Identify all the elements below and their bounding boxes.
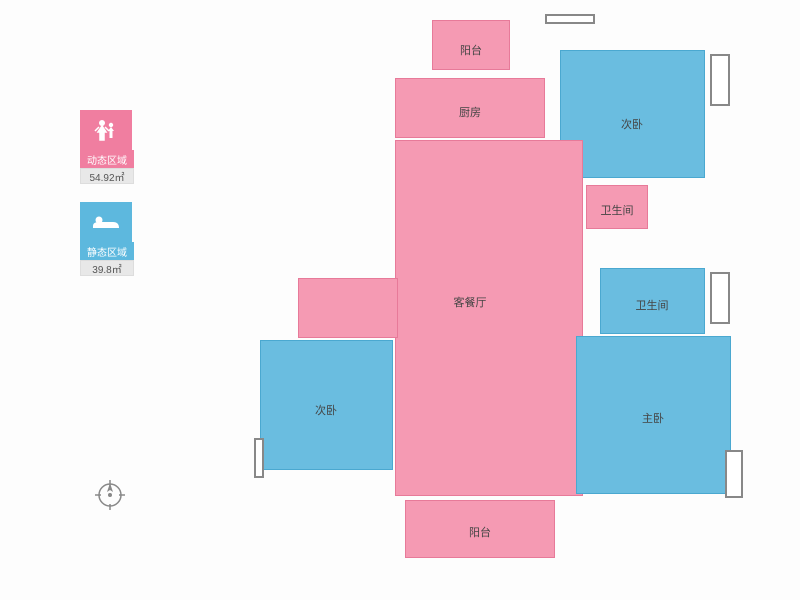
wall-outline-3 [254, 438, 264, 478]
floor-plan: 阳台厨房次卧卫生间客餐厅次卧卫生间主卧阳台 [260, 20, 760, 580]
compass-icon [95, 480, 125, 510]
legend-static-value: 39.8㎡ [80, 260, 134, 276]
room-living-left [298, 278, 398, 338]
room-label-bath-top: 卫生间 [601, 202, 634, 218]
room-label-balcony-bot: 阳台 [469, 524, 491, 540]
people-icon [80, 110, 132, 150]
wall-outline-2 [710, 272, 730, 324]
room-label-balcony-top: 阳台 [460, 42, 482, 58]
wall-outline-1 [710, 54, 730, 106]
sleep-icon [80, 202, 132, 242]
wall-outline-4 [725, 450, 743, 498]
wall-outline-0 [545, 14, 595, 24]
room-label-bedroom-main: 主卧 [642, 410, 664, 426]
room-label-bath-right: 卫生间 [636, 297, 669, 313]
legend-dynamic-value: 54.92㎡ [80, 168, 134, 184]
room-label-living: 客餐厅 [454, 294, 487, 310]
legend-static: 静态区域 39.8㎡ [80, 202, 134, 276]
room-label-bedroom-top: 次卧 [621, 116, 643, 132]
legend-dynamic-label: 动态区域 [80, 150, 134, 168]
room-living [395, 140, 583, 496]
room-label-bedroom-left: 次卧 [315, 402, 337, 418]
legend-dynamic: 动态区域 54.92㎡ [80, 110, 134, 184]
room-label-kitchen: 厨房 [459, 104, 481, 120]
legend-panel: 动态区域 54.92㎡ 静态区域 39.8㎡ [80, 110, 134, 294]
legend-static-label: 静态区域 [80, 242, 134, 260]
